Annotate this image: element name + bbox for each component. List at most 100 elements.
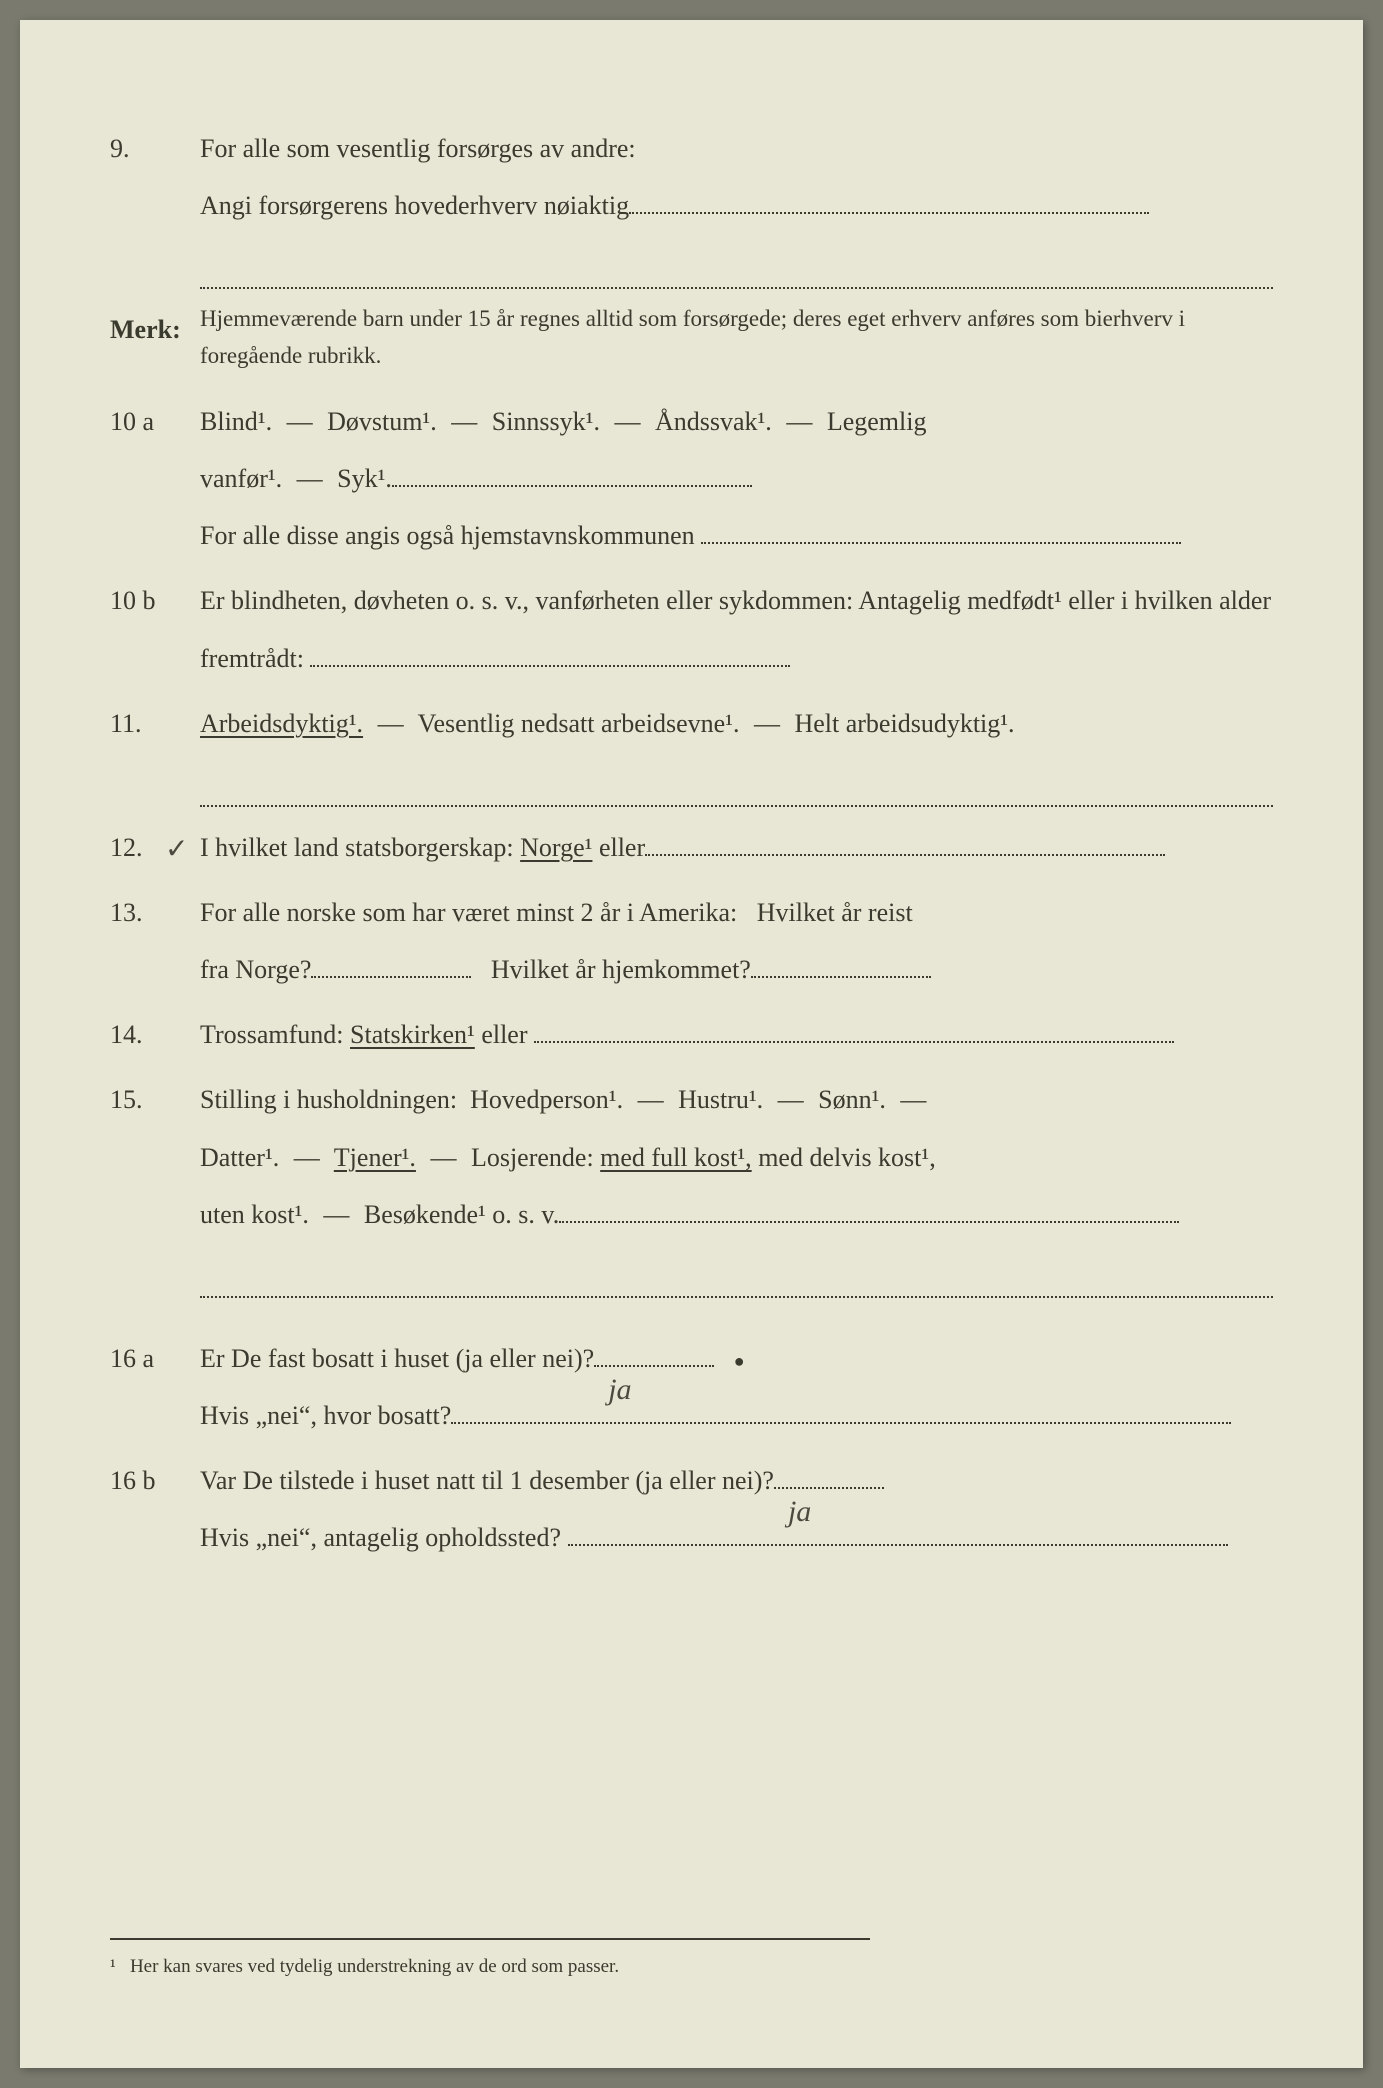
question-10a: 10 a Blind¹. — Døvstum¹. — Sinnssyk¹. — … xyxy=(110,393,1273,565)
q15-delviskost: med delvis kost¹, xyxy=(758,1143,936,1172)
sep: — xyxy=(294,1143,320,1172)
q15-content: Stilling i husholdningen: Hovedperson¹. … xyxy=(200,1071,1273,1243)
q10b-content: Er blindheten, døvheten o. s. v., vanfør… xyxy=(200,572,1273,686)
q13-text2: Hvilket år reist xyxy=(757,898,913,927)
q10b-text: Er blindheten, døvheten o. s. v., vanfør… xyxy=(200,586,1271,672)
sep: — xyxy=(614,407,640,436)
q16b-text2: Hvis „nei“, antagelig opholdssted? xyxy=(200,1523,561,1552)
q10a-line3-wrap: For alle disse angis også hjemstavnskomm… xyxy=(200,507,1273,564)
q15-utenkost: uten kost¹. xyxy=(200,1200,309,1229)
sep: — xyxy=(323,1200,349,1229)
question-9: 9. For alle som vesentlig forsørges av a… xyxy=(110,120,1273,234)
q10a-opt-andssvak: Åndssvak¹. xyxy=(655,407,772,436)
q15-number: 15. xyxy=(110,1071,200,1243)
q10a-line1: Blind¹. — Døvstum¹. — Sinnssyk¹. — Åndss… xyxy=(200,393,1273,450)
q15-text: Stilling i husholdningen: xyxy=(200,1085,457,1114)
q16b-answer-line[interactable]: ja xyxy=(774,1487,884,1489)
question-13: 13. For alle norske som har været minst … xyxy=(110,884,1273,998)
q13-text4: Hvilket år hjemkommet? xyxy=(491,955,751,984)
q9-line2: Angi forsørgerens hovederhverv nøiaktig xyxy=(200,191,629,220)
q15-losjerende: Losjerende: xyxy=(471,1143,594,1172)
q15-fill[interactable] xyxy=(559,1221,1179,1223)
q16a-answer-line[interactable]: ja xyxy=(594,1365,714,1367)
q14-number: 14. xyxy=(110,1006,200,1063)
q15-line2: Datter¹. — Tjener¹. — Losjerende: med fu… xyxy=(200,1129,1273,1186)
q9-line1: For alle som vesentlig forsørges av andr… xyxy=(200,120,1273,177)
q14-content: Trossamfund: Statskirken¹ eller xyxy=(200,1006,1273,1063)
q12-fill[interactable] xyxy=(645,854,1165,856)
q16b-answer: ja xyxy=(784,1479,815,1545)
sep: — xyxy=(287,407,313,436)
q16a-answer: ja xyxy=(604,1357,635,1423)
q10a-fill[interactable] xyxy=(392,485,752,487)
q13-text1: For alle norske som har været minst 2 år… xyxy=(200,898,737,927)
q12-opt-norge: Norge¹ xyxy=(520,833,592,862)
q9-content: For alle som vesentlig forsørges av andr… xyxy=(200,120,1273,234)
q11-opt2: Vesentlig nedsatt arbeidsevne¹. xyxy=(418,709,740,738)
footnote: ¹ Her kan svares ved tydelig understrekn… xyxy=(110,1938,870,1988)
q15-extra-line[interactable] xyxy=(200,1251,1273,1298)
q16a-fill[interactable] xyxy=(451,1422,1231,1424)
q15-datter: Datter¹. xyxy=(200,1143,279,1172)
q10a-opt-blind: Blind¹. xyxy=(200,407,272,436)
sep: — xyxy=(297,464,323,493)
q16b-content: Var De tilstede i huset natt til 1 desem… xyxy=(200,1452,1273,1566)
q15-fullkost: med full kost¹, xyxy=(600,1143,752,1172)
q9-extra-line[interactable] xyxy=(200,242,1273,289)
q12-tick-mark: ✓ xyxy=(165,819,188,881)
q16b-text: Var De tilstede i huset natt til 1 desem… xyxy=(200,1466,774,1495)
q10a-line2: vanfør¹. — Syk¹. xyxy=(200,450,1273,507)
q9-fill-line[interactable] xyxy=(629,212,1149,214)
q10a-line3: For alle disse angis også hjemstavnskomm… xyxy=(200,521,695,550)
q16a-text2: Hvis „nei“, hvor bosatt? xyxy=(200,1401,451,1430)
sep: — xyxy=(430,1143,456,1172)
question-16b: 16 b Var De tilstede i huset natt til 1 … xyxy=(110,1452,1273,1566)
sep: — xyxy=(638,1085,664,1114)
q16a-line2: Hvis „nei“, hvor bosatt? xyxy=(200,1387,1273,1444)
q13-number: 13. xyxy=(110,884,200,998)
sep: — xyxy=(786,407,812,436)
q11-number: 11. xyxy=(110,695,200,752)
q14-fill[interactable] xyxy=(534,1041,1174,1043)
sep: — xyxy=(378,709,404,738)
q10a-number: 10 a xyxy=(110,393,200,565)
q15-line1: Stilling i husholdningen: Hovedperson¹. … xyxy=(200,1071,1273,1128)
q15-hovedperson: Hovedperson¹. xyxy=(470,1085,623,1114)
q13-fill2[interactable] xyxy=(751,976,931,978)
footnote-marker: ¹ xyxy=(110,1956,116,1977)
merk-text: Hjemmeværende barn under 15 år regnes al… xyxy=(200,301,1273,375)
q14-text: Trossamfund: xyxy=(200,1020,344,1049)
q16b-line1: Var De tilstede i huset natt til 1 desem… xyxy=(200,1452,1273,1509)
merk-note: Merk: Hjemmeværende barn under 15 år reg… xyxy=(110,301,1273,375)
q16a-line1: Er De fast bosatt i huset (ja eller nei)… xyxy=(200,1330,1273,1387)
q13-fill1[interactable] xyxy=(311,976,471,978)
merk-label: Merk: xyxy=(110,301,200,375)
q14-after: eller xyxy=(481,1020,527,1049)
q12-after: eller xyxy=(599,833,645,862)
q10a-opt-sinnssyk: Sinnssyk¹. xyxy=(492,407,600,436)
q15-tjener: Tjener¹. xyxy=(334,1143,416,1172)
q11-content: Arbeidsdyktig¹. — Vesentlig nedsatt arbe… xyxy=(200,695,1273,752)
question-11: 11. Arbeidsdyktig¹. — Vesentlig nedsatt … xyxy=(110,695,1273,752)
sep: — xyxy=(900,1085,926,1114)
question-12: ✓ 12. I hvilket land statsborgerskap: No… xyxy=(110,819,1273,876)
q16b-number: 16 b xyxy=(110,1452,200,1566)
q10b-fill[interactable] xyxy=(310,665,790,667)
q12-text: I hvilket land statsborgerskap: xyxy=(200,833,514,862)
q10a-opt-legemlig: Legemlig xyxy=(827,407,927,436)
q9-line2-wrap: Angi forsørgerens hovederhverv nøiaktig xyxy=(200,177,1273,234)
q15-line3: uten kost¹. — Besøkende¹ o. s. v. xyxy=(200,1186,1273,1243)
q16b-fill[interactable] xyxy=(568,1544,1228,1546)
question-10b: 10 b Er blindheten, døvheten o. s. v., v… xyxy=(110,572,1273,686)
q11-extra-line[interactable] xyxy=(200,760,1273,807)
footnote-text: Her kan svares ved tydelig understreknin… xyxy=(130,1956,619,1977)
question-14: 14. Trossamfund: Statskirken¹ eller xyxy=(110,1006,1273,1063)
sep: — xyxy=(451,407,477,436)
q10a-vanfor: vanfør¹. xyxy=(200,464,282,493)
q10a-content: Blind¹. — Døvstum¹. — Sinnssyk¹. — Åndss… xyxy=(200,393,1273,565)
q11-opt3: Helt arbeidsudyktig¹. xyxy=(794,709,1014,738)
q16a-text: Er De fast bosatt i huset (ja eller nei)… xyxy=(200,1344,594,1373)
question-15: 15. Stilling i husholdningen: Hovedperso… xyxy=(110,1071,1273,1243)
q11-opt1: Arbeidsdyktig¹. xyxy=(200,709,363,738)
q10a-fill2[interactable] xyxy=(701,542,1181,544)
